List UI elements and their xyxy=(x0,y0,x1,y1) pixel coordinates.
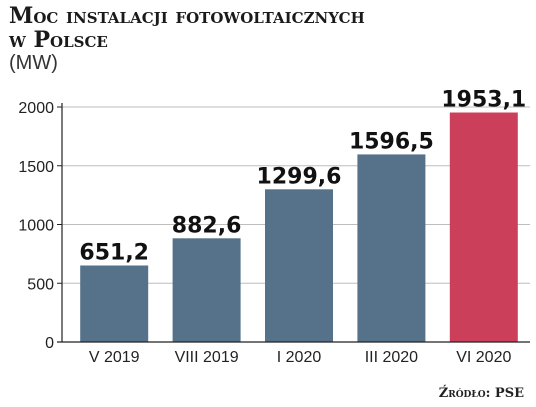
x-tick-label: III 2020 xyxy=(365,349,418,366)
data-label: 1299,6 xyxy=(257,164,342,189)
data-label: 1596,5 xyxy=(349,129,434,154)
y-tick-label: 2000 xyxy=(18,100,54,117)
chart-title-line-1: Moc instalacji fotowoltaicznych xyxy=(9,3,365,29)
chart-title: Moc instalacji fotowoltaicznych w Polsce xyxy=(9,4,529,52)
y-tick-label: 0 xyxy=(45,335,54,352)
x-tick-label: VI 2020 xyxy=(456,349,511,366)
y-tick-label: 1500 xyxy=(18,159,54,176)
bar xyxy=(357,154,426,342)
x-tick-label: V 2019 xyxy=(89,349,140,366)
bars xyxy=(80,112,518,343)
bar xyxy=(449,112,518,343)
x-tick-label: VIII 2019 xyxy=(175,349,239,366)
bar xyxy=(80,265,149,342)
bar xyxy=(265,189,333,342)
data-label: 882,6 xyxy=(172,213,242,238)
chart-unit: (MW) xyxy=(9,52,58,74)
chart-title-line-2: w Polsce xyxy=(9,27,108,53)
x-tick-label: I 2020 xyxy=(277,349,322,366)
data-label: 651,2 xyxy=(79,240,149,265)
source-note: Źródło: PSE xyxy=(438,386,524,401)
data-labels: 651,2 882,6 1299,6 1596,5 1953,1 xyxy=(79,88,526,266)
data-label: 1953,1 xyxy=(441,88,526,113)
y-tick-label: 500 xyxy=(27,276,54,293)
y-tick-label: 1000 xyxy=(18,218,54,235)
y-axis-ticks: 0 500 1000 1500 2000 xyxy=(18,100,62,352)
x-axis-labels: V 2019 VIII 2019 I 2020 III 2020 VI 2020 xyxy=(89,349,512,366)
bar xyxy=(172,238,241,342)
